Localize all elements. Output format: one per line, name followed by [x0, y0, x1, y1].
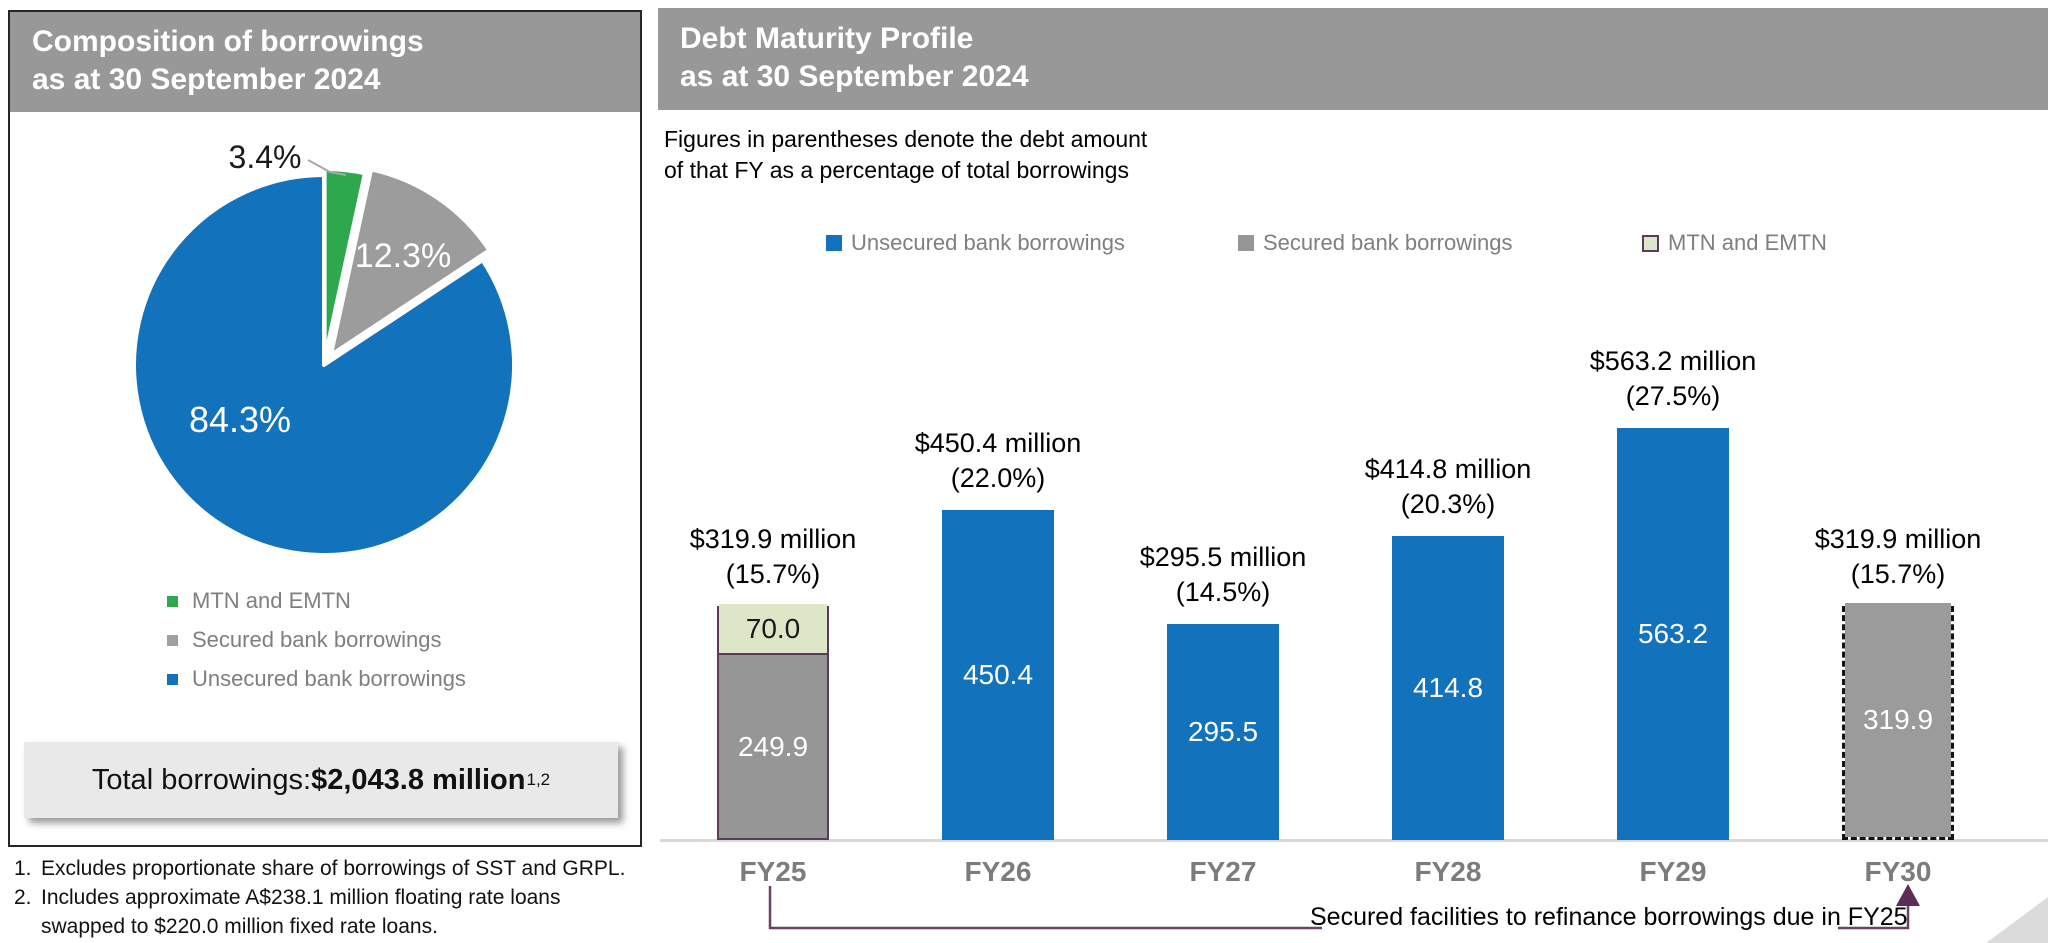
- annotation-text: Secured facilities to refinance borrowin…: [1310, 903, 1908, 931]
- bar-callout-FY25: $319.9 million (15.7%): [689, 524, 857, 589]
- footnote-1: 1. Excludes proportionate share of borro…: [14, 857, 626, 880]
- x-axis-line: [660, 839, 2048, 842]
- bar-FY25: 70.0 249.9: [717, 604, 829, 840]
- bar-FY29: 563.2: [1617, 428, 1729, 840]
- legend-item-mtn: MTN and EMTN: [167, 588, 466, 613]
- bar-callout-FY27: $295.5 million (14.5%): [1139, 542, 1307, 607]
- legend-label: MTN and EMTN: [192, 588, 351, 613]
- maturity-title-line1: Debt Maturity Profile: [680, 22, 974, 55]
- legend-item-unsecured-bar: Unsecured bank borrowings: [826, 230, 1125, 256]
- footnote-2: 2. Includes approximate A$238.1 million …: [14, 886, 561, 909]
- footnotes: 1. Excludes proportionate share of borro…: [14, 854, 625, 941]
- maturity-panel-title: Debt Maturity Profile as at 30 September…: [658, 8, 2048, 110]
- bar-segment: 319.9: [1845, 603, 1951, 837]
- bar-segment: 249.9: [719, 655, 827, 838]
- pie-leader-line: [307, 159, 347, 176]
- bar-callout-FY26: $450.4 million (22.0%): [914, 428, 1082, 493]
- composition-panel: Composition of borrowings as at 30 Septe…: [8, 10, 642, 847]
- footnote-2-continued: swapped to $220.0 million fixed rate loa…: [41, 915, 438, 938]
- mtn-swatch-icon: [1642, 234, 1659, 252]
- unsecured-swatch-icon: [826, 235, 842, 251]
- pie-slice-secured: [328, 167, 492, 358]
- composition-legend: MTN and EMTN Secured bank borrowings Uns…: [167, 588, 466, 707]
- pie-label-unsecured: 84.3%: [189, 399, 291, 440]
- annotation-connector: [768, 884, 1920, 930]
- mtn-swatch-icon: [167, 595, 178, 607]
- pie-label-secured: 12.3%: [355, 237, 451, 275]
- pie-label-mtn: 3.4%: [229, 139, 302, 175]
- bar-segment: 70.0: [719, 604, 827, 655]
- bar-segment: 414.8: [1392, 536, 1504, 840]
- composition-title-line1: Composition of borrowings: [32, 25, 424, 58]
- annotation-bracket-left: [768, 886, 1322, 930]
- legend-label: Secured bank borrowings: [192, 627, 442, 652]
- bar-callout-FY30: $319.9 million (15.7%): [1814, 524, 1982, 589]
- bar-segment: 450.4: [942, 510, 1054, 840]
- total-borrowings-label: Total borrowings:: [91, 763, 312, 796]
- bar-segment: 295.5: [1167, 624, 1279, 840]
- annotation-line-right: [1838, 905, 1910, 930]
- bar-FY27: 295.5: [1167, 624, 1279, 840]
- composition-title-line2: as at 30 September 2024: [32, 63, 381, 96]
- total-borrowings-value: $2,043.8 million: [311, 763, 526, 796]
- annotation-arrow-icon: [1896, 884, 1920, 906]
- unsecured-swatch-icon: [167, 673, 178, 685]
- total-borrowings-footnote-ref: 1,2: [526, 770, 551, 789]
- bar-segment: 563.2: [1617, 428, 1729, 840]
- legend-label: Unsecured bank borrowings: [192, 666, 466, 691]
- secured-swatch-icon: [167, 634, 178, 646]
- bar-FY30: 319.9: [1842, 603, 1954, 840]
- legend-item-unsecured: Unsecured bank borrowings: [167, 666, 466, 691]
- maturity-subtitle: Figures in parentheses denote the debt a…: [664, 126, 1148, 183]
- legend-item-secured-bar: Secured bank borrowings: [1238, 230, 1512, 256]
- legend-item-mtn-bar: MTN and EMTN: [1642, 230, 1827, 256]
- bar-FY28: 414.8: [1392, 536, 1504, 840]
- composition-panel-title: Composition of borrowings as at 30 Septe…: [10, 12, 640, 112]
- maturity-title-line2: as at 30 September 2024: [680, 60, 1029, 93]
- secured-swatch-icon: [1238, 235, 1254, 251]
- pie-slice-unsecured: [132, 173, 516, 557]
- bar-FY26: 450.4: [942, 510, 1054, 840]
- bar-callout-FY29: $563.2 million (27.5%): [1589, 346, 1757, 411]
- composition-pie-chart: 3.4% 12.3% 84.3%: [132, 139, 516, 557]
- legend-item-secured: Secured bank borrowings: [167, 627, 466, 652]
- corner-decoration: [1986, 897, 2048, 943]
- bar-callout-FY28: $414.8 million (20.3%): [1364, 454, 1532, 519]
- total-borrowings-box: Total borrowings: $2,043.8 million 1,2: [24, 742, 618, 818]
